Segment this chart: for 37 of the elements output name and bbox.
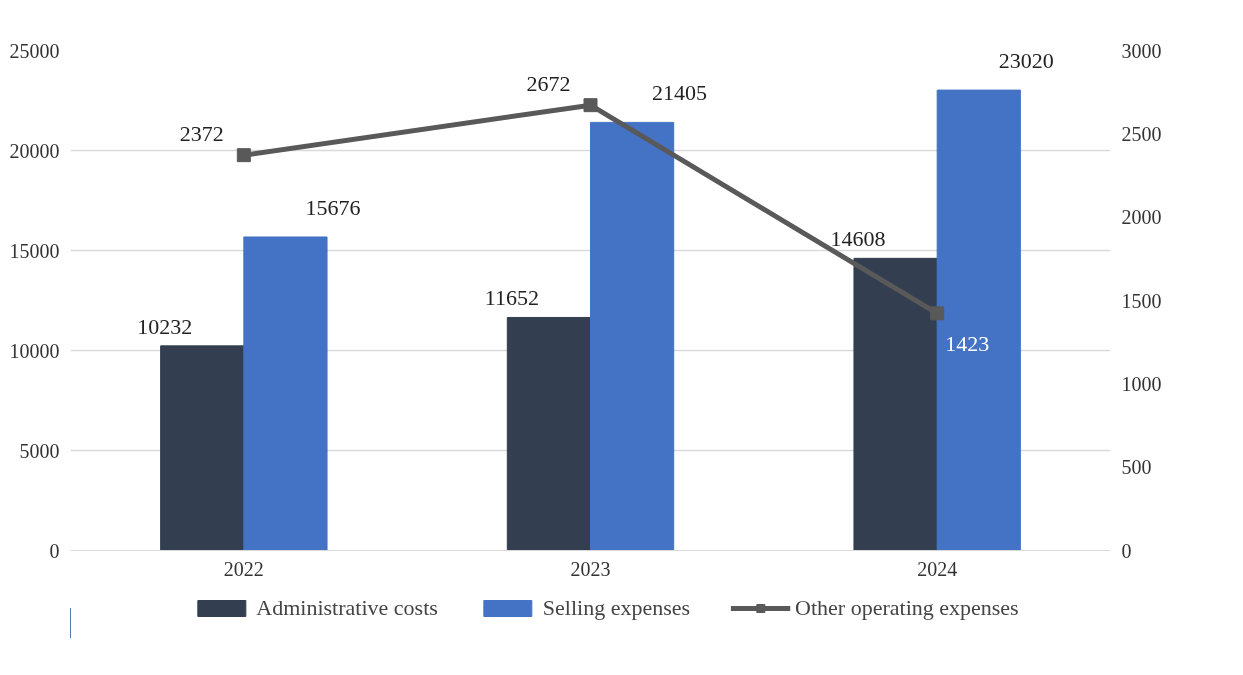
y-tick-label: 25000 (9, 39, 60, 62)
y-tick-label: 10000 (9, 339, 60, 362)
y-tick-label: 15000 (9, 239, 60, 262)
point (583, 98, 598, 113)
x-tick-label: 2022 (223, 557, 264, 580)
point (236, 148, 251, 163)
legend-label: Selling expenses (542, 595, 691, 621)
bar (590, 121, 675, 551)
y-tick-label: 5000 (19, 439, 60, 462)
bar (853, 257, 938, 551)
data-label: 15676 (305, 194, 361, 220)
data-label: 14608 (830, 226, 886, 252)
data-label: 2372 (179, 121, 224, 147)
y-tick-label: 20000 (9, 139, 60, 162)
legend-label: Administrative costs (256, 595, 438, 621)
y2-tick-label: 1500 (1121, 289, 1162, 312)
data-label: 2672 (526, 71, 571, 97)
y2-tick-label: 500 (1121, 456, 1152, 479)
bar (506, 316, 591, 551)
x-tick-label: 2024 (917, 557, 958, 580)
legend-label: Other operating expenses (795, 595, 1019, 621)
y2-tick-label: 1000 (1121, 372, 1162, 395)
y2-tick-label: 2000 (1121, 206, 1162, 229)
data-label: 10232 (137, 313, 193, 339)
bar (936, 89, 1021, 551)
data-label: 11652 (484, 285, 539, 311)
y-tick-label: 0 (49, 539, 60, 562)
y2-tick-label: 2500 (1121, 122, 1162, 145)
y2-tick-label: 3000 (1121, 39, 1162, 62)
x-tick-label: 2023 (570, 557, 611, 580)
point (930, 306, 945, 321)
bar (160, 345, 245, 551)
bar (243, 236, 328, 551)
data-label: 21405 (652, 80, 708, 106)
data-label: 23020 (998, 48, 1054, 74)
data-label: 1423 (945, 331, 990, 357)
y2-tick-label: 0 (1121, 539, 1132, 562)
